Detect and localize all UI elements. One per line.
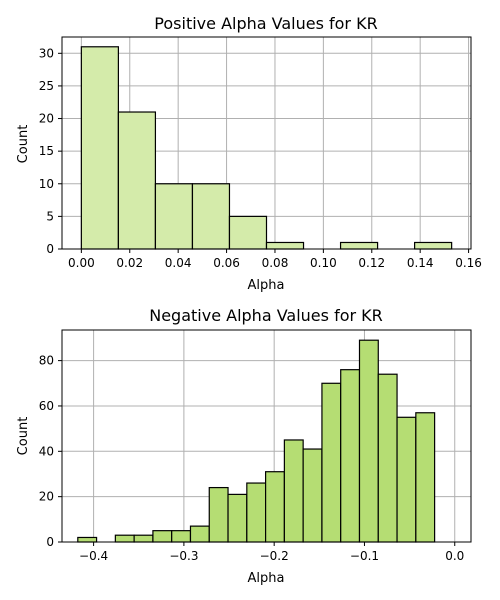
- y-tick-label: 60: [39, 399, 54, 413]
- histogram-bar: [396, 416, 417, 543]
- histogram-bar: [264, 471, 285, 543]
- histogram-bar: [415, 412, 436, 543]
- y-axis-label: Count: [16, 417, 31, 456]
- histogram-bar: [152, 530, 173, 543]
- x-tick-label: −0.4: [79, 549, 108, 563]
- y-tick-label: 40: [39, 444, 54, 458]
- x-tick-label: 0.16: [455, 256, 482, 270]
- histogram-bars: [77, 339, 436, 543]
- y-tick-label: 30: [39, 46, 54, 60]
- histogram-bar: [265, 241, 305, 250]
- histogram-bar: [377, 373, 398, 543]
- negative-alpha-histogram: Negative Alpha Values for KR Alpha Count…: [16, 306, 472, 586]
- x-tick-label: −0.2: [260, 549, 289, 563]
- y-tick-label: 0: [46, 242, 54, 256]
- histogram-bar: [117, 111, 157, 250]
- histogram-bar: [358, 339, 379, 543]
- x-tick-label: 0.04: [165, 256, 192, 270]
- histogram-bar: [227, 493, 248, 543]
- y-tick-label: 80: [39, 354, 54, 368]
- histogram-bar: [191, 183, 231, 250]
- x-axis-label: Alpha: [248, 278, 285, 293]
- plot-frame: [61, 36, 472, 250]
- histogram-bar: [133, 534, 154, 543]
- x-tick-label: 0.08: [262, 256, 289, 270]
- histogram-bar: [302, 448, 323, 543]
- x-tick-label: 0.06: [213, 256, 240, 270]
- histogram-bar: [171, 530, 192, 543]
- x-tick-label: 0.0: [445, 549, 464, 563]
- histogram-bars: [80, 46, 453, 250]
- histogram-bar: [208, 486, 229, 543]
- histogram-bar: [77, 536, 98, 543]
- histogram-bar: [246, 482, 267, 543]
- plot-frame: [61, 329, 472, 543]
- histogram-bar: [321, 382, 342, 543]
- x-tick-label: −0.1: [350, 549, 379, 563]
- y-tick-label: 20: [39, 112, 54, 126]
- x-axis-label: Alpha: [248, 571, 285, 586]
- y-tick-label: 10: [39, 177, 54, 191]
- x-tick-label: 0.12: [358, 256, 385, 270]
- histogram-bar: [189, 525, 210, 543]
- y-tick-label: 25: [39, 79, 54, 93]
- histogram-bar: [154, 183, 194, 250]
- histogram-bar: [340, 369, 361, 543]
- y-tick-label: 20: [39, 490, 54, 504]
- y-tick-label: 15: [39, 144, 54, 158]
- x-tick-label: 0.14: [407, 256, 434, 270]
- histogram-bar: [339, 241, 379, 250]
- y-tick-label: 5: [46, 209, 54, 223]
- histogram-bar: [114, 534, 135, 543]
- histogram-bar: [80, 46, 119, 250]
- chart-title: Positive Alpha Values for KR: [154, 14, 377, 33]
- chart-title: Negative Alpha Values for KR: [149, 306, 383, 325]
- x-tick-label: 0.10: [310, 256, 337, 270]
- positive-alpha-histogram: Positive Alpha Values for KR Alpha Count…: [16, 14, 482, 293]
- x-tick-label: 0.00: [68, 256, 95, 270]
- x-tick-label: 0.02: [116, 256, 143, 270]
- x-tick-label: −0.3: [169, 549, 198, 563]
- histogram-bar: [414, 241, 453, 250]
- y-axis-label: Count: [16, 125, 31, 164]
- y-tick-label: 0: [46, 535, 54, 549]
- histogram-bar: [228, 215, 268, 250]
- histogram-bar: [283, 439, 304, 543]
